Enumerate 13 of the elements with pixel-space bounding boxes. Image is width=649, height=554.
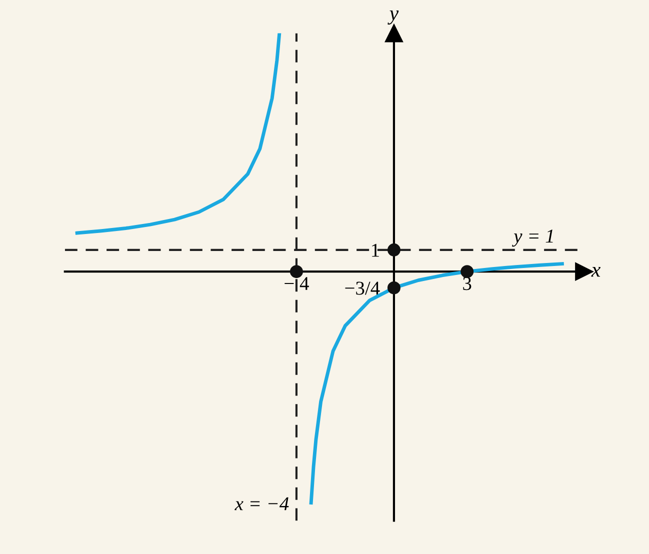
ref-line-label: y = 1 (512, 230, 553, 247)
line-series (309, 262, 564, 505)
point (290, 265, 303, 278)
line-series (75, 33, 282, 235)
point (460, 265, 474, 278)
y-tick-label: −3/4 (345, 282, 380, 295)
x-tick-label: − 4 (284, 277, 309, 290)
ref-line-label: x = −4 (234, 497, 289, 510)
point (387, 243, 400, 256)
point (387, 281, 400, 294)
y-tick-label: 1 (372, 244, 379, 257)
x-axis-title: x (591, 267, 601, 277)
y-axis-title: y (388, 10, 399, 25)
